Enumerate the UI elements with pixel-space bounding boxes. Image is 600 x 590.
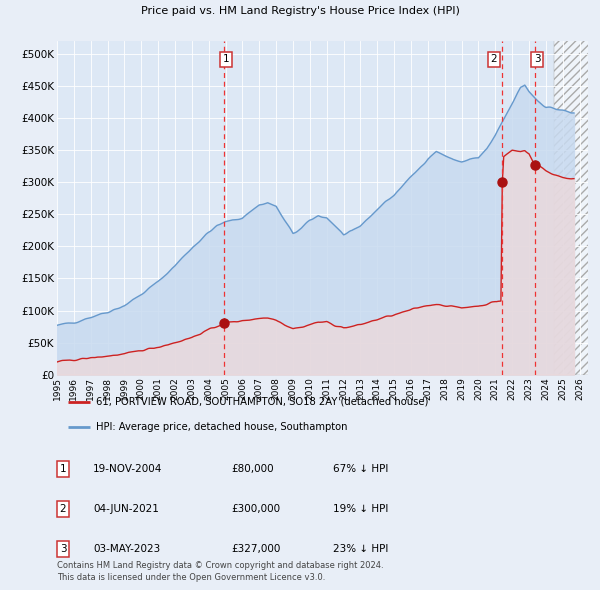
Text: 03-MAY-2023: 03-MAY-2023 <box>93 545 160 554</box>
Text: HPI: Average price, detached house, Southampton: HPI: Average price, detached house, Sout… <box>96 422 347 432</box>
Text: 3: 3 <box>59 545 67 554</box>
Text: 67% ↓ HPI: 67% ↓ HPI <box>333 464 388 474</box>
Text: £300,000: £300,000 <box>231 504 280 514</box>
Text: 3: 3 <box>534 54 541 64</box>
Text: 61, PORTVIEW ROAD, SOUTHAMPTON, SO18 2AY (detached house): 61, PORTVIEW ROAD, SOUTHAMPTON, SO18 2AY… <box>96 396 428 407</box>
Text: 1: 1 <box>223 54 230 64</box>
Text: 1: 1 <box>59 464 67 474</box>
Text: 2: 2 <box>491 54 497 64</box>
Text: 2: 2 <box>59 504 67 514</box>
Text: 19% ↓ HPI: 19% ↓ HPI <box>333 504 388 514</box>
Text: Contains HM Land Registry data © Crown copyright and database right 2024.
This d: Contains HM Land Registry data © Crown c… <box>57 561 383 582</box>
Text: £80,000: £80,000 <box>231 464 274 474</box>
Text: 23% ↓ HPI: 23% ↓ HPI <box>333 545 388 554</box>
Text: Price paid vs. HM Land Registry's House Price Index (HPI): Price paid vs. HM Land Registry's House … <box>140 6 460 16</box>
Text: £327,000: £327,000 <box>231 545 280 554</box>
Text: 19-NOV-2004: 19-NOV-2004 <box>93 464 163 474</box>
Text: 04-JUN-2021: 04-JUN-2021 <box>93 504 159 514</box>
